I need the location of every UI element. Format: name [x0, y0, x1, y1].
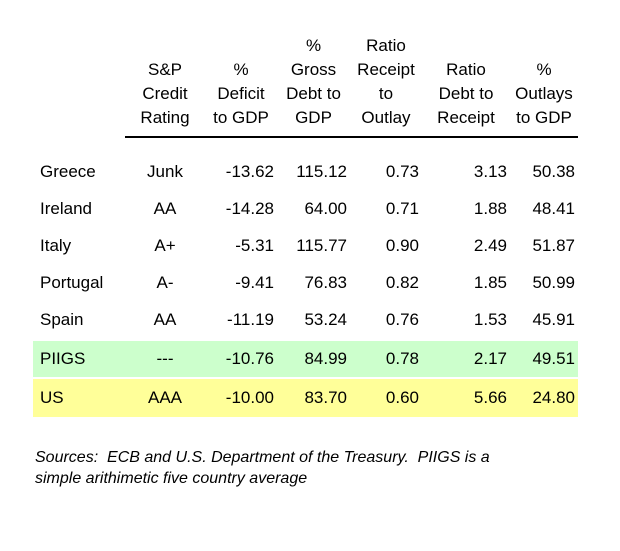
cell-rating: --- — [156, 349, 174, 368]
cell-debt: 64.00 — [304, 198, 347, 218]
cell-deficit: -10.00 — [225, 388, 274, 407]
header-ratio-receipt-to-outlay: Ratio Receipt to Outlay — [350, 26, 422, 138]
header-gross-debt-to-gdp: % Gross Debt to GDP — [277, 26, 350, 138]
cell-deficit: -14.28 — [225, 198, 274, 218]
cell-outlays: 48.41 — [532, 198, 575, 218]
cell-rating: AAA — [147, 388, 183, 407]
cell-rating: AA — [153, 309, 177, 329]
table-row-ireland: Ireland AA -14.28 64.00 0.71 1.88 48.41 — [33, 190, 578, 227]
header-sp-credit-rating: S&P Credit Rating — [125, 26, 205, 138]
table-row-italy: Italy A+ -5.31 115.77 0.90 2.49 51.87 — [33, 227, 578, 264]
cell-deficit: -5.31 — [235, 235, 274, 255]
cell-deficit: -13.62 — [225, 161, 274, 181]
cell-rating: A+ — [154, 235, 176, 255]
cell-deficit: -11.19 — [227, 309, 274, 329]
table-row-greece: Greece Junk -13.62 115.12 0.73 3.13 50.3… — [33, 153, 578, 190]
header-outlays-to-gdp: % Outlays to GDP — [510, 26, 578, 138]
cell-debt-to-receipt: 2.17 — [473, 349, 507, 368]
cell-receipt-to-outlay: 0.78 — [385, 349, 419, 368]
table-row-spain: Spain AA -11.19 53.24 0.76 1.53 45.91 — [33, 301, 578, 338]
cell-outlays: 49.51 — [532, 349, 575, 368]
cell-outlays: 45.91 — [532, 309, 575, 329]
us-row: US AAA -10.00 83.70 0.60 5.66 24.80 — [33, 379, 578, 417]
header-deficit-to-gdp: % Deficit to GDP — [205, 26, 277, 138]
cell-debt-to-receipt: 3.13 — [473, 161, 507, 181]
cell-country: Portugal — [40, 272, 104, 292]
cell-outlays: 50.38 — [532, 161, 575, 181]
cell-debt: 115.12 — [296, 161, 347, 181]
cell-debt: 115.77 — [296, 235, 347, 255]
cell-country: Spain — [40, 309, 84, 329]
cell-debt: 84.99 — [304, 349, 347, 368]
cell-debt-to-receipt: 2.49 — [473, 235, 507, 255]
header-ratio-debt-to-receipt: Ratio Debt to Receipt — [422, 26, 510, 138]
source-note: Sources: ECB and U.S. Department of the … — [35, 449, 490, 487]
cell-receipt-to-outlay: 0.60 — [385, 388, 419, 407]
cell-receipt-to-outlay: 0.71 — [385, 198, 419, 218]
cell-outlays: 24.80 — [532, 388, 575, 407]
cell-debt: 83.70 — [304, 388, 347, 407]
cell-debt: 53.24 — [304, 309, 347, 329]
cell-country: Italy — [40, 235, 72, 255]
cell-rating: A- — [156, 272, 174, 292]
piigs-debt-table: S&P Credit Rating % Deficit to GDP % Gro… — [33, 26, 578, 417]
cell-debt-to-receipt: 1.88 — [473, 198, 507, 218]
cell-receipt-to-outlay: 0.73 — [385, 161, 419, 181]
cell-debt-to-receipt: 5.66 — [473, 388, 507, 407]
cell-receipt-to-outlay: 0.82 — [385, 272, 419, 292]
cell-country: US — [40, 388, 64, 407]
cell-country: Greece — [40, 161, 96, 181]
cell-rating: Junk — [147, 161, 183, 181]
cell-debt: 76.83 — [304, 272, 347, 292]
cell-country: Ireland — [40, 198, 92, 218]
cell-deficit: -9.41 — [235, 272, 274, 292]
spacer-row — [33, 138, 578, 153]
table-row-portugal: Portugal A- -9.41 76.83 0.82 1.85 50.99 — [33, 264, 578, 301]
piigs-row: PIIGS --- -10.76 84.99 0.78 2.17 49.51 — [33, 341, 578, 377]
cell-rating: AA — [153, 198, 177, 218]
cell-debt-to-receipt: 1.85 — [473, 272, 507, 292]
header-country — [33, 26, 125, 138]
header-row: S&P Credit Rating % Deficit to GDP % Gro… — [33, 26, 578, 138]
cell-country: PIIGS — [40, 349, 86, 368]
cell-outlays: 50.99 — [532, 272, 575, 292]
cell-debt-to-receipt: 1.53 — [473, 309, 507, 329]
cell-outlays: 51.87 — [532, 235, 575, 255]
cell-deficit: -10.76 — [225, 349, 274, 368]
cell-receipt-to-outlay: 0.76 — [385, 309, 419, 329]
cell-receipt-to-outlay: 0.90 — [385, 235, 419, 255]
